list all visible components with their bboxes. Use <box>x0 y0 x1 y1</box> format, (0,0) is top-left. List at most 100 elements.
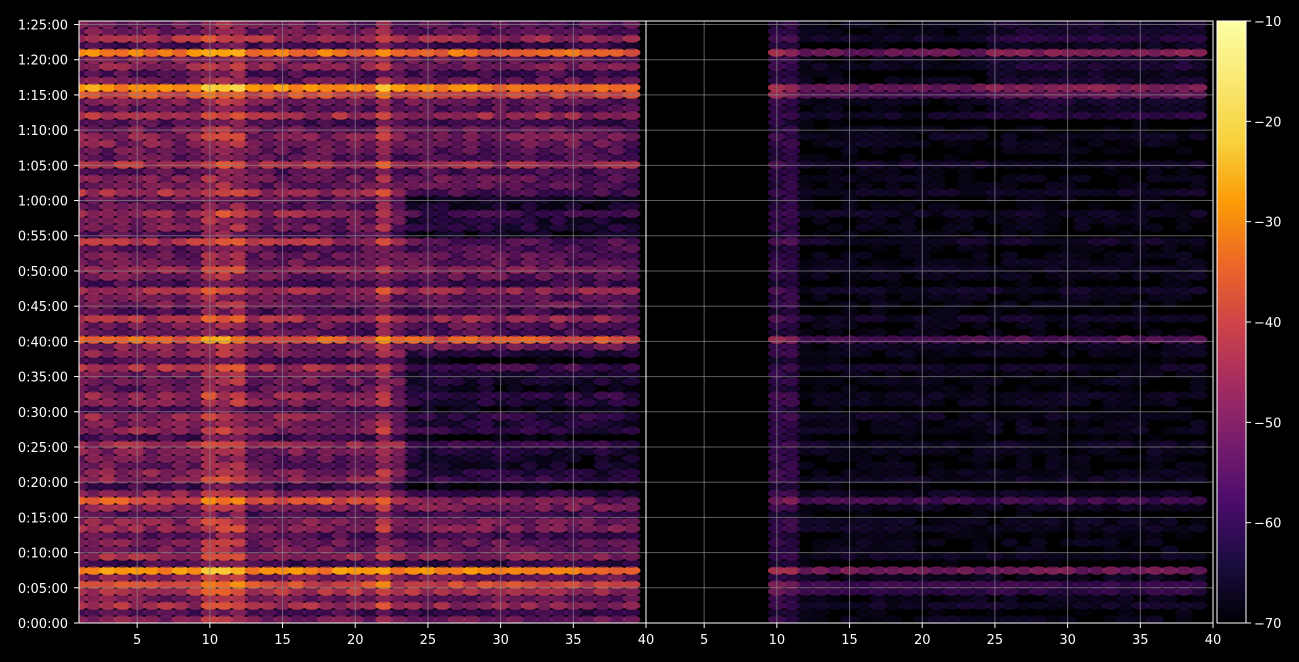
heatmap-cell <box>142 573 161 582</box>
heatmap-cell <box>331 321 350 330</box>
heatmap-cell <box>462 293 481 302</box>
heatmap-cell <box>113 587 132 596</box>
heatmap-cell <box>302 237 321 246</box>
heatmap-cell <box>157 160 176 169</box>
heatmap-cell <box>302 433 321 442</box>
heatmap-cell <box>855 454 874 463</box>
heatmap-cell <box>157 307 176 316</box>
heatmap-cell <box>927 356 946 365</box>
heatmap-cell <box>782 76 801 85</box>
heatmap-cell <box>462 237 481 246</box>
heatmap-cell <box>506 531 525 540</box>
heatmap-cell <box>622 321 641 330</box>
heatmap-cell <box>506 608 525 617</box>
heatmap-cell <box>1189 461 1208 470</box>
heatmap-cell <box>288 293 307 302</box>
heatmap-cell <box>477 531 496 540</box>
heatmap-cell <box>782 69 801 78</box>
heatmap-cell <box>477 496 496 505</box>
heatmap-cell <box>259 237 277 246</box>
heatmap-cell <box>971 580 990 589</box>
heatmap-cell <box>360 461 379 470</box>
heatmap-cell <box>549 307 568 316</box>
heatmap-cell <box>171 321 190 330</box>
heatmap-cell <box>477 384 496 393</box>
heatmap-cell <box>99 223 118 232</box>
heatmap-cell <box>389 426 408 435</box>
heatmap-cell <box>826 328 844 337</box>
heatmap-cell <box>971 314 990 323</box>
heatmap-cell <box>404 279 423 288</box>
heatmap-cell <box>99 216 118 225</box>
heatmap-cell <box>811 468 830 477</box>
heatmap-cell <box>448 69 466 78</box>
heatmap-cell <box>578 209 597 218</box>
heatmap-cell <box>927 552 946 561</box>
heatmap-cell <box>84 237 103 246</box>
heatmap-cell <box>506 76 525 85</box>
heatmap-cell <box>288 174 307 183</box>
heatmap-cell <box>331 202 350 211</box>
heatmap-cell <box>113 433 132 442</box>
heatmap-cell <box>1073 426 1092 435</box>
heatmap-cell <box>1102 223 1121 232</box>
heatmap-cell <box>142 146 161 155</box>
heatmap-cell <box>1087 538 1106 547</box>
heatmap-cell <box>898 188 917 197</box>
heatmap-cell <box>302 531 321 540</box>
heatmap-cell <box>389 342 408 351</box>
heatmap-cell <box>142 552 161 561</box>
heatmap-cell <box>157 258 176 267</box>
heatmap-cell <box>971 293 990 302</box>
heatmap-cell <box>884 258 903 267</box>
heatmap-cell <box>956 475 975 484</box>
heatmap-cell <box>884 132 903 141</box>
heatmap-cell <box>506 559 525 568</box>
heatmap-cell <box>302 244 321 253</box>
heatmap-cell <box>244 244 263 253</box>
heatmap-cell <box>506 447 525 456</box>
heatmap-cell <box>1160 580 1179 589</box>
heatmap-cell <box>942 384 961 393</box>
heatmap-cell <box>1174 216 1193 225</box>
heatmap-cell <box>1189 440 1208 449</box>
heatmap-cell <box>1160 524 1179 533</box>
heatmap-cell <box>375 342 394 351</box>
heatmap-cell <box>331 76 350 85</box>
heatmap-cell <box>1015 587 1033 596</box>
heatmap-cell <box>317 349 336 358</box>
heatmap-cell <box>171 433 190 442</box>
heatmap-cell <box>884 167 903 176</box>
heatmap-cell <box>113 608 132 617</box>
heatmap-cell <box>317 27 336 36</box>
heatmap-cell <box>215 195 234 204</box>
heatmap-cell <box>1116 468 1135 477</box>
heatmap-cell <box>375 447 394 456</box>
heatmap-cell <box>84 167 103 176</box>
heatmap-cell <box>1102 496 1121 505</box>
heatmap-cell <box>142 76 161 85</box>
heatmap-cell <box>317 517 336 526</box>
heatmap-cell <box>404 265 423 274</box>
heatmap-cell <box>259 608 277 617</box>
heatmap-cell <box>259 139 277 148</box>
heatmap-cell <box>404 552 423 561</box>
heatmap-cell <box>229 111 248 120</box>
heatmap-cell <box>1160 244 1179 253</box>
heatmap-cell <box>375 426 394 435</box>
heatmap-cell <box>1160 202 1179 211</box>
heatmap-cell <box>99 489 118 498</box>
heatmap-cell <box>477 580 496 589</box>
heatmap-cell <box>99 573 118 582</box>
heatmap-cell <box>607 475 626 484</box>
heatmap-cell <box>796 580 815 589</box>
heatmap-cell <box>433 160 452 169</box>
heatmap-cell <box>1145 314 1164 323</box>
heatmap-cell <box>593 258 612 267</box>
heatmap-cell <box>84 307 103 316</box>
heatmap-cell <box>535 608 554 617</box>
heatmap-cell <box>186 132 205 141</box>
heatmap-cell <box>317 83 336 92</box>
heatmap-cell <box>506 545 525 554</box>
heatmap-cell <box>506 321 525 330</box>
